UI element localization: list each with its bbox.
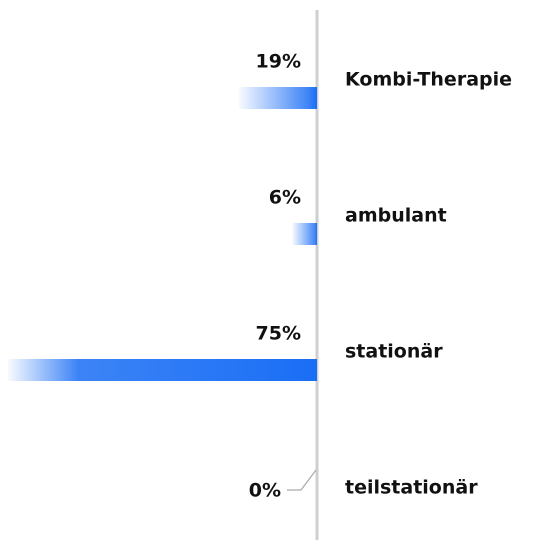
value-label: 75%: [256, 323, 301, 345]
bar: [8, 359, 317, 381]
category-label: Kombi-Therapie: [345, 69, 512, 91]
category-label: ambulant: [345, 205, 447, 227]
value-label: 0%: [249, 480, 281, 502]
bar: [292, 223, 317, 245]
category-label: stationär: [345, 341, 443, 363]
value-label: 6%: [269, 187, 301, 209]
value-label: 19%: [256, 51, 301, 73]
leader-line: [287, 469, 317, 491]
category-label: teilstationär: [345, 477, 478, 499]
bar: [238, 87, 317, 109]
